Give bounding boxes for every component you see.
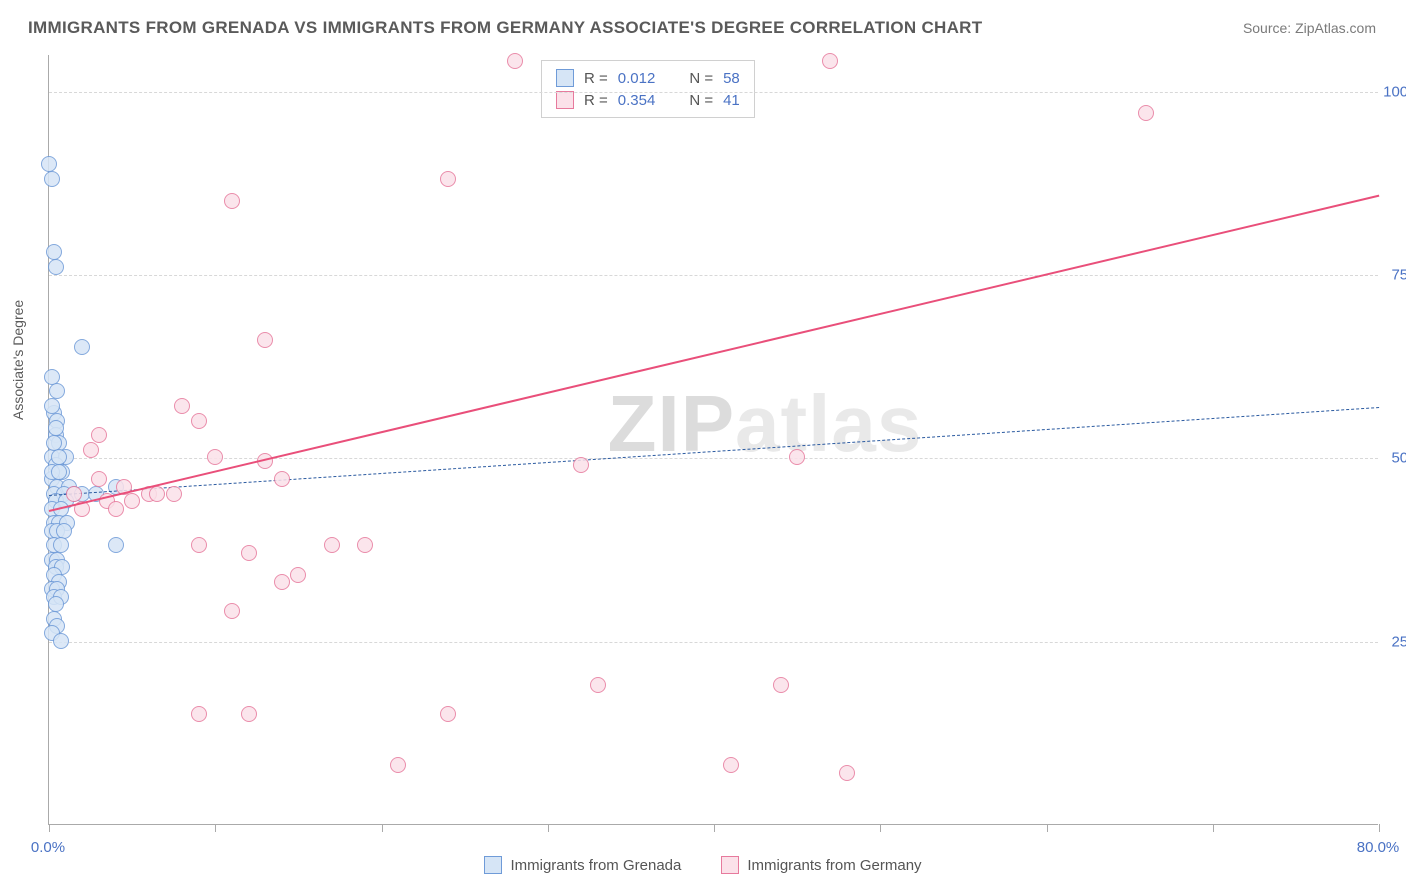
y-tick-label: 75.0% [1391, 267, 1406, 284]
data-point-grenada [53, 633, 69, 649]
legend-label: Immigrants from Grenada [510, 857, 681, 874]
correlation-stats-legend: R = 0.012 N = 58 R = 0.354 N = 41 [541, 60, 755, 118]
n-value: 41 [723, 92, 740, 109]
x-tick [1379, 824, 1380, 832]
n-label: N = [689, 70, 713, 87]
data-point-germany [440, 706, 456, 722]
data-point-grenada [49, 383, 65, 399]
trendline-grenada [49, 407, 1379, 496]
stats-row-grenada: R = 0.012 N = 58 [556, 67, 740, 89]
r-value: 0.354 [618, 92, 656, 109]
y-tick-label: 50.0% [1391, 450, 1406, 467]
x-tick [382, 824, 383, 832]
data-point-germany [773, 677, 789, 693]
data-point-germany [91, 427, 107, 443]
legend-swatch-germany [556, 91, 574, 109]
data-point-germany [108, 501, 124, 517]
data-point-germany [241, 706, 257, 722]
data-point-germany [822, 53, 838, 69]
source-attribution: Source: ZipAtlas.com [1243, 20, 1376, 36]
legend-swatch-germany [721, 856, 739, 874]
data-point-germany [274, 471, 290, 487]
chart-plot-area: ZIPatlas R =0.012N =58R =0.354N =41 25.0… [48, 55, 1378, 825]
data-point-germany [507, 53, 523, 69]
data-point-germany [274, 574, 290, 590]
data-point-germany [166, 486, 182, 502]
data-point-grenada [44, 398, 60, 414]
legend-swatch-grenada [556, 69, 574, 87]
data-point-germany [241, 545, 257, 561]
data-point-germany [83, 442, 99, 458]
data-point-germany [174, 398, 190, 414]
data-point-grenada [51, 449, 67, 465]
data-point-germany [191, 413, 207, 429]
data-point-germany [257, 332, 273, 348]
x-tick-label: 0.0% [31, 839, 65, 856]
trendline-germany [49, 194, 1379, 511]
data-point-grenada [53, 537, 69, 553]
x-tick-label: 80.0% [1357, 839, 1400, 856]
data-point-germany [839, 765, 855, 781]
x-tick [1213, 824, 1214, 832]
data-point-germany [66, 486, 82, 502]
chart-title: IMMIGRANTS FROM GRENADA VS IMMIGRANTS FR… [28, 18, 982, 38]
y-tick-label: 25.0% [1391, 633, 1406, 650]
watermark: ZIPatlas [608, 378, 923, 470]
gridline-h [49, 275, 1378, 276]
gridline-h [49, 642, 1378, 643]
data-point-germany [1138, 105, 1154, 121]
data-point-grenada [51, 464, 67, 480]
legend-item-grenada: Immigrants from Grenada [484, 856, 681, 874]
data-point-grenada [48, 420, 64, 436]
data-point-germany [290, 567, 306, 583]
x-tick [880, 824, 881, 832]
data-point-germany [91, 471, 107, 487]
n-label: N = [689, 92, 713, 109]
r-label: R = [584, 70, 608, 87]
data-point-grenada [48, 259, 64, 275]
data-point-germany [191, 537, 207, 553]
data-point-germany [440, 171, 456, 187]
data-point-grenada [44, 369, 60, 385]
data-point-grenada [44, 171, 60, 187]
data-point-grenada [56, 523, 72, 539]
x-tick [714, 824, 715, 832]
data-point-germany [191, 706, 207, 722]
data-point-germany [149, 486, 165, 502]
data-point-grenada [46, 435, 62, 451]
y-axis-label: Associate's Degree [10, 300, 26, 420]
data-point-germany [723, 757, 739, 773]
data-point-germany [224, 603, 240, 619]
gridline-h [49, 458, 1378, 459]
data-point-grenada [108, 537, 124, 553]
data-point-germany [357, 537, 373, 553]
legend-item-germany: Immigrants from Germany [721, 856, 921, 874]
r-label: R = [584, 92, 608, 109]
data-point-germany [573, 457, 589, 473]
data-point-germany [224, 193, 240, 209]
data-point-grenada [74, 339, 90, 355]
r-value: 0.012 [618, 70, 656, 87]
data-point-grenada [41, 156, 57, 172]
data-point-germany [390, 757, 406, 773]
data-point-germany [124, 493, 140, 509]
data-point-germany [590, 677, 606, 693]
gridline-h [49, 92, 1378, 93]
legend-swatch-grenada [484, 856, 502, 874]
x-tick [215, 824, 216, 832]
x-tick [49, 824, 50, 832]
x-tick [548, 824, 549, 832]
legend-label: Immigrants from Germany [747, 857, 921, 874]
data-point-germany [324, 537, 340, 553]
y-tick-label: 100.0% [1383, 83, 1406, 100]
data-point-germany [207, 449, 223, 465]
series-legend: Immigrants from Grenada Immigrants from G… [0, 856, 1406, 874]
data-point-grenada [46, 244, 62, 260]
x-tick [1047, 824, 1048, 832]
data-point-grenada [48, 596, 64, 612]
data-point-germany [789, 449, 805, 465]
n-value: 58 [723, 70, 740, 87]
